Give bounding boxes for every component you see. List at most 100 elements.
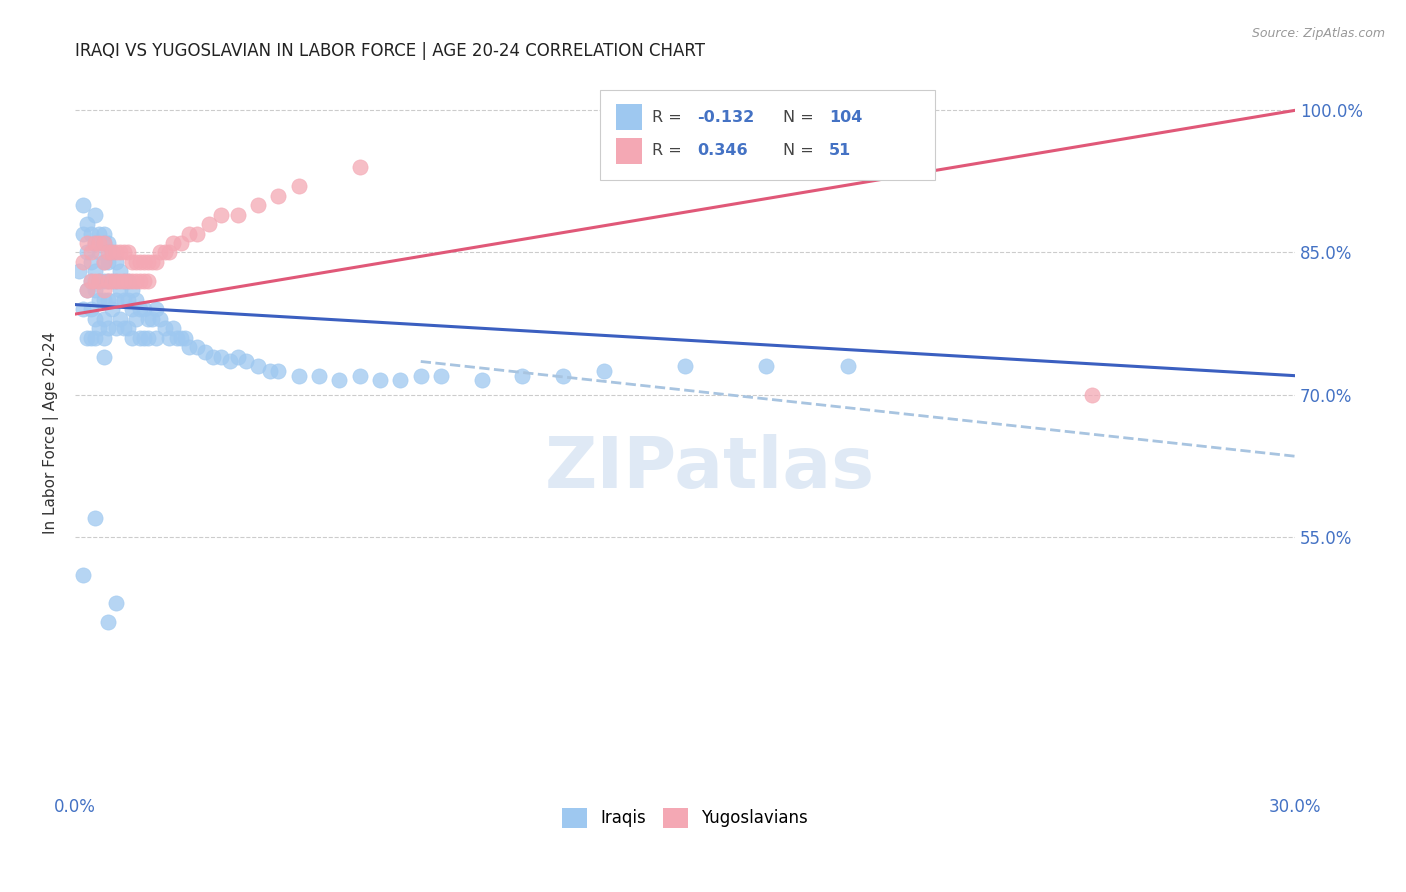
Point <box>84 511 107 525</box>
Point <box>97 293 120 307</box>
Text: IRAQI VS YUGOSLAVIAN IN LABOR FORCE | AGE 20-24 CORRELATION CHART: IRAQI VS YUGOSLAVIAN IN LABOR FORCE | AG… <box>75 42 704 60</box>
Point <box>259 364 281 378</box>
Point <box>89 274 111 288</box>
Point <box>673 359 696 374</box>
Point <box>84 264 107 278</box>
Point <box>136 331 159 345</box>
Point <box>89 245 111 260</box>
Point <box>177 340 200 354</box>
Point <box>93 311 115 326</box>
Point <box>125 274 148 288</box>
Point <box>89 321 111 335</box>
Point <box>80 227 103 241</box>
Point <box>166 331 188 345</box>
Point <box>72 302 94 317</box>
Point <box>108 245 131 260</box>
Text: N =: N = <box>783 110 814 125</box>
Point <box>218 354 240 368</box>
Point <box>72 227 94 241</box>
Point <box>129 302 152 317</box>
Legend: Iraqis, Yugoslavians: Iraqis, Yugoslavians <box>555 801 814 835</box>
Point <box>93 350 115 364</box>
Point <box>80 255 103 269</box>
Point <box>104 274 127 288</box>
Y-axis label: In Labor Force | Age 20-24: In Labor Force | Age 20-24 <box>44 332 59 533</box>
Point <box>84 274 107 288</box>
Point <box>149 311 172 326</box>
Point <box>104 245 127 260</box>
Point <box>194 345 217 359</box>
Point <box>93 274 115 288</box>
Point <box>157 245 180 260</box>
Point <box>93 331 115 345</box>
Point <box>226 208 249 222</box>
Point <box>211 350 233 364</box>
Point <box>84 235 107 250</box>
Text: R =: R = <box>652 110 682 125</box>
Point <box>129 255 152 269</box>
Point <box>80 302 103 317</box>
Point <box>129 274 152 288</box>
Point <box>235 354 257 368</box>
Point <box>112 293 135 307</box>
Point <box>141 311 163 326</box>
Point <box>112 321 135 335</box>
Point <box>121 331 143 345</box>
Point <box>121 302 143 317</box>
Point <box>134 274 156 288</box>
Point <box>117 321 139 335</box>
Point <box>112 274 135 288</box>
Point <box>198 217 221 231</box>
Text: ZIPatlas: ZIPatlas <box>544 434 875 503</box>
Point <box>104 321 127 335</box>
Point <box>226 350 249 364</box>
Point <box>129 331 152 345</box>
Point <box>136 274 159 288</box>
Point <box>551 368 574 383</box>
Point <box>202 350 225 364</box>
Point <box>97 255 120 269</box>
Point <box>117 293 139 307</box>
Point <box>84 284 107 298</box>
Point <box>134 331 156 345</box>
Point <box>104 274 127 288</box>
Point <box>72 255 94 269</box>
Point <box>84 331 107 345</box>
Point <box>121 284 143 298</box>
Point <box>84 208 107 222</box>
Point <box>93 235 115 250</box>
Point <box>100 274 122 288</box>
Text: 0.346: 0.346 <box>697 144 748 159</box>
Point <box>125 293 148 307</box>
Point <box>72 567 94 582</box>
Point <box>149 245 172 260</box>
Point <box>430 368 453 383</box>
Point <box>108 264 131 278</box>
Bar <box>616 138 643 164</box>
Text: -0.132: -0.132 <box>697 110 755 125</box>
Point <box>136 311 159 326</box>
Point <box>349 160 371 174</box>
Point <box>112 245 135 260</box>
Point <box>157 331 180 345</box>
Point <box>1080 387 1102 401</box>
Point <box>170 331 193 345</box>
Point <box>104 255 127 269</box>
Point <box>80 245 103 260</box>
Point <box>93 293 115 307</box>
Point <box>100 274 122 288</box>
Point <box>84 311 107 326</box>
Point <box>170 235 193 250</box>
Point <box>145 255 167 269</box>
Point <box>389 373 412 387</box>
Point <box>76 284 98 298</box>
Point <box>121 274 143 288</box>
Point <box>409 368 432 383</box>
Point <box>104 596 127 610</box>
Point <box>186 227 208 241</box>
Point <box>117 274 139 288</box>
Text: 51: 51 <box>830 144 851 159</box>
Point <box>97 274 120 288</box>
Point <box>97 615 120 629</box>
Point <box>134 255 156 269</box>
